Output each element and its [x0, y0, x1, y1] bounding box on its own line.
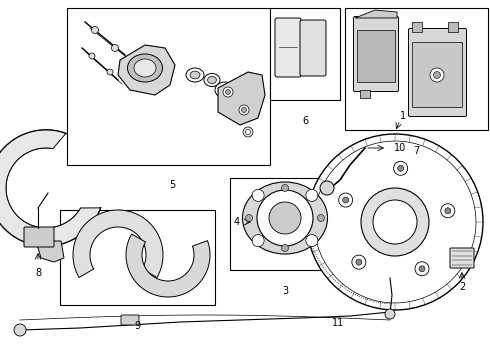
Bar	[448, 22, 458, 32]
Circle shape	[306, 235, 318, 247]
Circle shape	[225, 90, 230, 94]
Circle shape	[343, 197, 349, 203]
FancyBboxPatch shape	[409, 28, 466, 117]
Circle shape	[352, 255, 366, 269]
Circle shape	[112, 45, 119, 51]
Circle shape	[245, 215, 252, 221]
FancyBboxPatch shape	[300, 20, 326, 76]
Circle shape	[318, 215, 324, 221]
Ellipse shape	[226, 93, 244, 107]
Circle shape	[269, 202, 301, 234]
Ellipse shape	[235, 100, 255, 116]
Ellipse shape	[134, 59, 156, 77]
Text: 2: 2	[459, 282, 465, 292]
Circle shape	[434, 72, 441, 78]
Circle shape	[320, 181, 334, 195]
Circle shape	[252, 235, 264, 247]
Circle shape	[281, 244, 289, 252]
Bar	[345, 8, 488, 130]
Ellipse shape	[240, 104, 250, 112]
Ellipse shape	[230, 96, 240, 104]
Circle shape	[239, 105, 249, 115]
Text: 6: 6	[302, 116, 308, 126]
Polygon shape	[0, 130, 100, 246]
Circle shape	[14, 324, 26, 336]
Polygon shape	[355, 10, 397, 18]
Circle shape	[245, 130, 250, 135]
FancyBboxPatch shape	[450, 248, 474, 268]
Ellipse shape	[208, 76, 217, 84]
Circle shape	[307, 134, 483, 310]
Circle shape	[398, 165, 404, 171]
Bar	[412, 22, 422, 32]
Circle shape	[107, 69, 113, 75]
Circle shape	[385, 309, 395, 319]
FancyBboxPatch shape	[353, 17, 398, 91]
Circle shape	[339, 193, 353, 207]
Bar	[360, 90, 370, 98]
Ellipse shape	[190, 71, 200, 79]
Circle shape	[89, 53, 95, 59]
Circle shape	[242, 108, 246, 112]
Ellipse shape	[243, 182, 327, 254]
Circle shape	[445, 208, 451, 214]
Text: 5: 5	[169, 180, 175, 190]
Polygon shape	[218, 72, 265, 125]
Circle shape	[252, 189, 264, 201]
Circle shape	[361, 188, 429, 256]
Text: 8: 8	[35, 268, 41, 278]
Circle shape	[441, 204, 455, 218]
FancyBboxPatch shape	[121, 315, 139, 325]
Circle shape	[257, 190, 313, 246]
Ellipse shape	[220, 86, 230, 94]
Text: 3: 3	[282, 286, 288, 296]
Circle shape	[419, 266, 425, 272]
Circle shape	[430, 68, 444, 82]
Text: 4: 4	[234, 217, 240, 227]
Ellipse shape	[127, 54, 163, 82]
FancyBboxPatch shape	[24, 227, 54, 247]
Text: 1: 1	[400, 111, 406, 121]
Circle shape	[393, 161, 408, 175]
Circle shape	[314, 141, 476, 303]
Text: 7: 7	[413, 146, 419, 156]
Ellipse shape	[186, 68, 204, 82]
Polygon shape	[118, 45, 175, 95]
Polygon shape	[126, 234, 210, 297]
Circle shape	[243, 127, 253, 137]
Circle shape	[306, 189, 318, 201]
Ellipse shape	[215, 82, 235, 98]
Text: 11: 11	[332, 318, 344, 328]
Polygon shape	[73, 210, 163, 278]
Text: 10: 10	[394, 143, 406, 153]
Circle shape	[373, 200, 417, 244]
Circle shape	[92, 27, 98, 33]
Bar	[67, 8, 270, 165]
FancyBboxPatch shape	[275, 18, 301, 77]
Circle shape	[281, 184, 289, 192]
Bar	[412, 42, 462, 107]
Circle shape	[223, 87, 233, 97]
Polygon shape	[36, 241, 64, 262]
Bar	[357, 30, 395, 82]
Ellipse shape	[204, 73, 220, 86]
Bar	[270, 8, 340, 100]
Circle shape	[356, 259, 362, 265]
Bar	[230, 178, 340, 270]
Circle shape	[415, 262, 429, 276]
Bar	[60, 210, 215, 305]
Text: 9: 9	[134, 321, 140, 331]
